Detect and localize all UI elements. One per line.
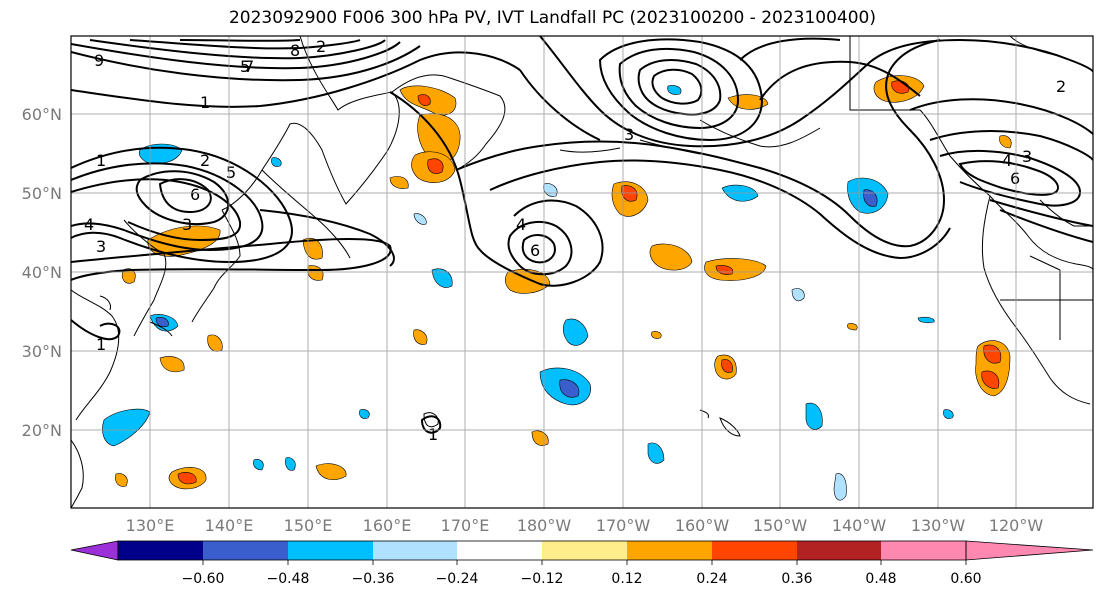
- colorbar-tick-label: −0.48: [267, 571, 310, 587]
- colorbar-tick-label: 0.48: [865, 571, 896, 587]
- lon-label: 180°W: [517, 516, 572, 535]
- contour-label: 2: [316, 37, 326, 56]
- lon-label: 140°W: [832, 516, 887, 535]
- map-title: 2023092900 F006 300 hPa PV, IVT Landfall…: [228, 8, 876, 28]
- colorbar-tick-label: 0.12: [611, 571, 642, 587]
- contour-label: 7: [244, 57, 254, 76]
- lon-label: 140°E: [205, 516, 254, 535]
- colorbar-tick-label: −0.60: [182, 571, 225, 587]
- contour-label: 2: [1056, 77, 1066, 96]
- contour-label: 5: [226, 163, 236, 182]
- lon-label: 170°W: [596, 516, 651, 535]
- contour-label: 2: [200, 151, 210, 170]
- contour-label: 1: [96, 151, 106, 170]
- colorbar-extend-high: [965, 540, 1094, 561]
- lat-label: 60°N: [22, 105, 62, 124]
- lat-label: 40°N: [22, 263, 62, 282]
- lon-label: 160°W: [675, 516, 730, 535]
- contour-label: 6: [190, 185, 200, 204]
- map-frame: [70, 35, 1094, 509]
- colorbar-tick-label: 0.36: [781, 571, 812, 587]
- lon-label: 130°E: [126, 516, 175, 535]
- lon-label: 150°W: [753, 516, 808, 535]
- contour-label: 3: [624, 125, 634, 144]
- colorbar-tick-label: −0.12: [521, 571, 564, 587]
- contour-label: 3: [1022, 147, 1032, 166]
- colorbar-tick-label: −0.36: [352, 571, 395, 587]
- contour-label: 6: [1010, 169, 1020, 188]
- longitude-labels: 130°E 140°E 150°E 160°E 170°E 180°W 170°…: [126, 516, 1044, 535]
- contour-label: 4: [84, 215, 94, 234]
- contour-label: 1: [428, 425, 438, 444]
- gridlines: [71, 36, 1093, 508]
- colorbar-segment: [881, 541, 966, 560]
- colorbar-segment: [627, 541, 712, 560]
- contour-label: 4: [1002, 151, 1012, 170]
- contour-label: 3: [96, 237, 106, 256]
- contour-label: 9: [94, 51, 104, 70]
- lon-label: 120°W: [989, 516, 1044, 535]
- lat-label: 30°N: [22, 342, 62, 361]
- coastlines: [71, 36, 1093, 508]
- lon-label: 130°W: [911, 516, 966, 535]
- colorbar-segment: [203, 541, 288, 560]
- contour-label: 1: [200, 93, 210, 112]
- colorbar-tick-label: −0.24: [436, 571, 479, 587]
- contour-label: 3: [182, 215, 192, 234]
- lat-label: 20°N: [22, 421, 62, 440]
- pv-contours: [71, 36, 1093, 434]
- colorbar-segment: [118, 541, 203, 560]
- colorbar-segment: [288, 541, 373, 560]
- contour-label: 4: [516, 215, 526, 234]
- latitude-labels: 60°N 50°N 40°N 30°N 20°N: [22, 105, 62, 440]
- contour-label: 6: [530, 241, 540, 260]
- colorbar-extend-low: [70, 540, 119, 561]
- colorbar-segment: [542, 541, 627, 560]
- lon-label: 160°E: [363, 516, 412, 535]
- contour-label: 5: [240, 57, 250, 76]
- colorbar-segment: [712, 541, 797, 560]
- pv-contour-labels: 1 1 1 1 2 2 2 3 3 3 3 4 4 4 5 5 6 6 6 7 …: [84, 37, 1066, 444]
- colorbar-segment: [797, 541, 881, 560]
- lon-label: 170°E: [441, 516, 490, 535]
- lon-label: 150°E: [284, 516, 333, 535]
- contour-label: 8: [290, 41, 300, 60]
- colorbar-tick-label: 0.24: [696, 571, 727, 587]
- colorbar-segment: [373, 541, 457, 560]
- colorbar: −0.60 −0.48 −0.36 −0.24 −0.12 0.12 0.24 …: [70, 540, 1094, 587]
- contour-label: 1: [96, 335, 106, 354]
- colorbar-tick-label: 0.60: [950, 571, 981, 587]
- lat-label: 50°N: [22, 184, 62, 203]
- colorbar-segment: [457, 541, 542, 560]
